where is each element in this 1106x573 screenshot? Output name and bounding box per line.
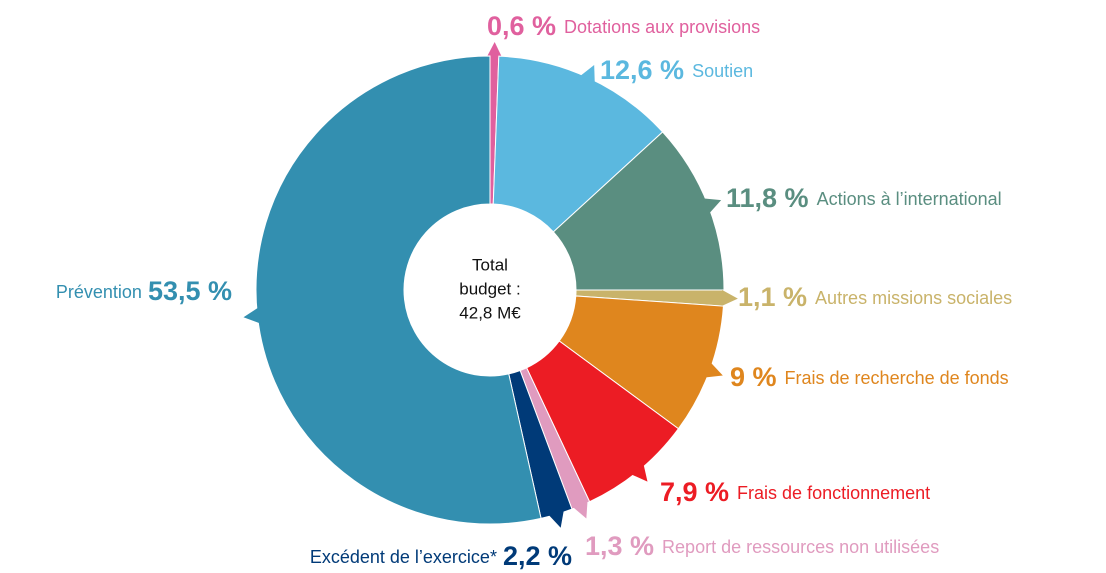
center-label: budget : <box>459 279 520 298</box>
slice <box>492 55 664 233</box>
center-hole <box>404 204 576 376</box>
category-label: Actions à l’international <box>817 189 1002 209</box>
category-label: Autres missions sociales <box>815 288 1012 308</box>
pointer <box>580 64 595 84</box>
category-label: Dotations aux provisions <box>564 17 760 37</box>
value-label: 1,1 % <box>738 282 807 312</box>
center-label: Total <box>472 255 508 274</box>
slice-label: 9 % Frais de recherche de fonds <box>730 362 1009 392</box>
value-label: 9 % <box>730 362 777 392</box>
pointer <box>704 362 723 378</box>
slice-label: 12,6 % Soutien <box>600 55 753 85</box>
slice-label: Prévention 53,5 % <box>56 276 232 306</box>
pointer <box>703 198 722 214</box>
slice-label: 1,1 % Autres missions sociales <box>738 282 1012 312</box>
pointer <box>572 500 588 519</box>
value-label: 11,8 % <box>726 183 809 213</box>
pointer <box>243 307 261 324</box>
pointer <box>630 463 648 482</box>
slice-label: 1,3 % Report de ressources non utilisées <box>585 531 939 561</box>
value-label: 7,9 % <box>660 477 729 507</box>
center-label: 42,8 M€ <box>459 303 521 322</box>
value-label: 2,2 % <box>503 541 572 571</box>
category-label: Prévention <box>56 282 142 302</box>
value-label: 1,3 % <box>585 531 654 561</box>
slice-label: 11,8 % Actions à l’international <box>726 183 1002 213</box>
category-label: Frais de recherche de fonds <box>785 368 1009 388</box>
value-label: 0,6 % <box>487 11 556 41</box>
value-label: 12,6 % <box>600 55 684 85</box>
pointer <box>548 509 564 528</box>
slice-label: Excédent de l’exercice* 2,2 % <box>310 541 572 571</box>
category-label: Frais de fonctionnement <box>737 483 930 503</box>
value-label: 53,5 % <box>148 276 232 306</box>
category-label: Soutien <box>692 61 753 81</box>
pointer <box>721 289 738 307</box>
pointer <box>486 42 503 59</box>
slice-label: 7,9 % Frais de fonctionnement <box>660 477 930 507</box>
slice-label: 0,6 % Dotations aux provisions <box>487 11 760 41</box>
category-label: Report de ressources non utilisées <box>662 537 939 557</box>
category-label: Excédent de l’exercice* <box>310 547 497 567</box>
